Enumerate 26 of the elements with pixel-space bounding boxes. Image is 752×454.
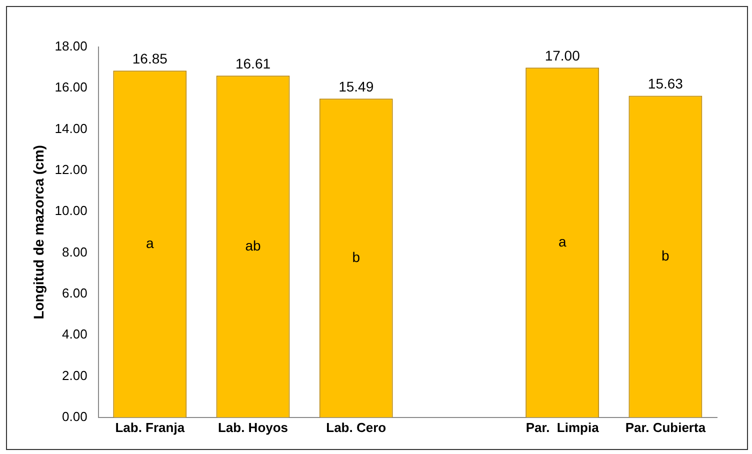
y-tick-label: 8.00 <box>62 244 88 260</box>
y-tick-label: 6.00 <box>62 286 88 301</box>
data-label: 16.85 <box>132 50 168 67</box>
annotation: a <box>558 233 566 250</box>
y-axis-title: Longitud de mazorca (cm) <box>30 145 46 320</box>
y-tick-label: 14.00 <box>54 120 88 136</box>
y-tick-label: 4.00 <box>62 326 88 342</box>
y-tick-label: 18.00 <box>54 38 88 54</box>
x-tick-label: Lab. Hoyos <box>218 420 288 435</box>
annotation: a <box>146 234 154 251</box>
annotation: ab <box>245 237 261 254</box>
y-tick-label: 2.00 <box>62 368 88 383</box>
y-tick-label: 0.00 <box>62 408 88 424</box>
annotation: b <box>352 248 360 265</box>
x-tick-label: Lab. Cero <box>326 420 386 435</box>
data-label: 15.49 <box>338 78 374 95</box>
data-label: 17.00 <box>544 47 580 64</box>
y-tick-label: 16.00 <box>54 80 88 95</box>
data-label: 15.63 <box>648 76 684 92</box>
data-label: 16.61 <box>235 55 271 72</box>
x-tick-label: Lab. Franja <box>115 420 186 435</box>
x-tick-label: Par. Cubierta <box>625 420 706 435</box>
y-tick-label: 12.00 <box>54 162 88 178</box>
annotation: b <box>662 247 670 264</box>
y-tick-label: 10.00 <box>54 203 88 218</box>
x-tick-label: Par. Limpia <box>526 420 600 435</box>
